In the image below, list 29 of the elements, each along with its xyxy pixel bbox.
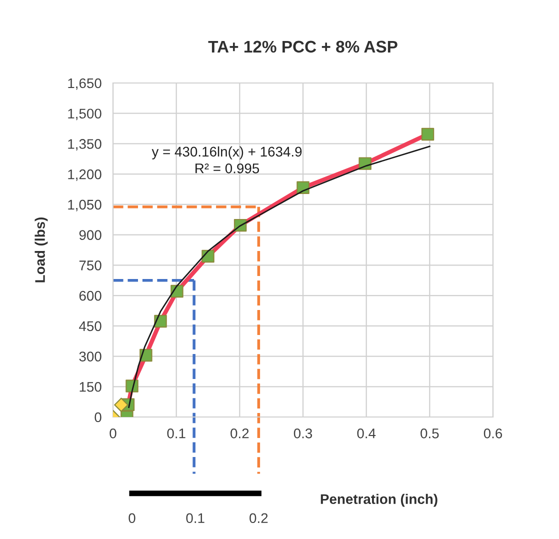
chart-title: TA+ 12% PCC + 8% ASP bbox=[208, 40, 398, 53]
y-tick-label: 1,650 bbox=[68, 78, 102, 90]
x-tick-label: 0 bbox=[110, 428, 116, 438]
x-tick-label: 0.5 bbox=[420, 428, 439, 438]
y-tick-label: 1,350 bbox=[68, 139, 102, 151]
point bbox=[114, 398, 128, 412]
y-tick-label: 150 bbox=[80, 382, 102, 392]
annotation: R² = 0.995 bbox=[196, 163, 260, 174]
x-axis-title: Penetration (inch) bbox=[320, 494, 438, 507]
y-tick-label: 900 bbox=[79, 230, 102, 240]
y-tick-label: 1,200 bbox=[68, 169, 102, 181]
y-tick-label: 300 bbox=[79, 352, 102, 362]
x-tick-label: 0.4 bbox=[357, 428, 376, 438]
x-tick-label: 0.2 bbox=[230, 428, 249, 438]
point bbox=[421, 128, 434, 141]
y-tick-label: 1,500 bbox=[68, 108, 102, 120]
y-tick-label: 750 bbox=[79, 260, 102, 270]
y-tick-label: 0 bbox=[94, 412, 102, 422]
y-axis-title: Load (lbs) bbox=[34, 218, 48, 282]
y-tick-label: 600 bbox=[79, 290, 102, 301]
y-tick-label: 1,050 bbox=[68, 200, 102, 212]
x2-tick-label: 0.2 bbox=[250, 513, 268, 524]
annotation: y = 430.16ln(x) + 1634.9 bbox=[152, 146, 302, 160]
x2-tick-label: 0.1 bbox=[186, 513, 204, 524]
x-tick-label: 0.6 bbox=[484, 428, 502, 438]
x-tick-label: 0.3 bbox=[294, 428, 312, 438]
x2-tick-label: 0 bbox=[128, 513, 136, 524]
y-tick-label: 450 bbox=[79, 321, 102, 332]
x-tick-label: 0.1 bbox=[167, 428, 186, 438]
